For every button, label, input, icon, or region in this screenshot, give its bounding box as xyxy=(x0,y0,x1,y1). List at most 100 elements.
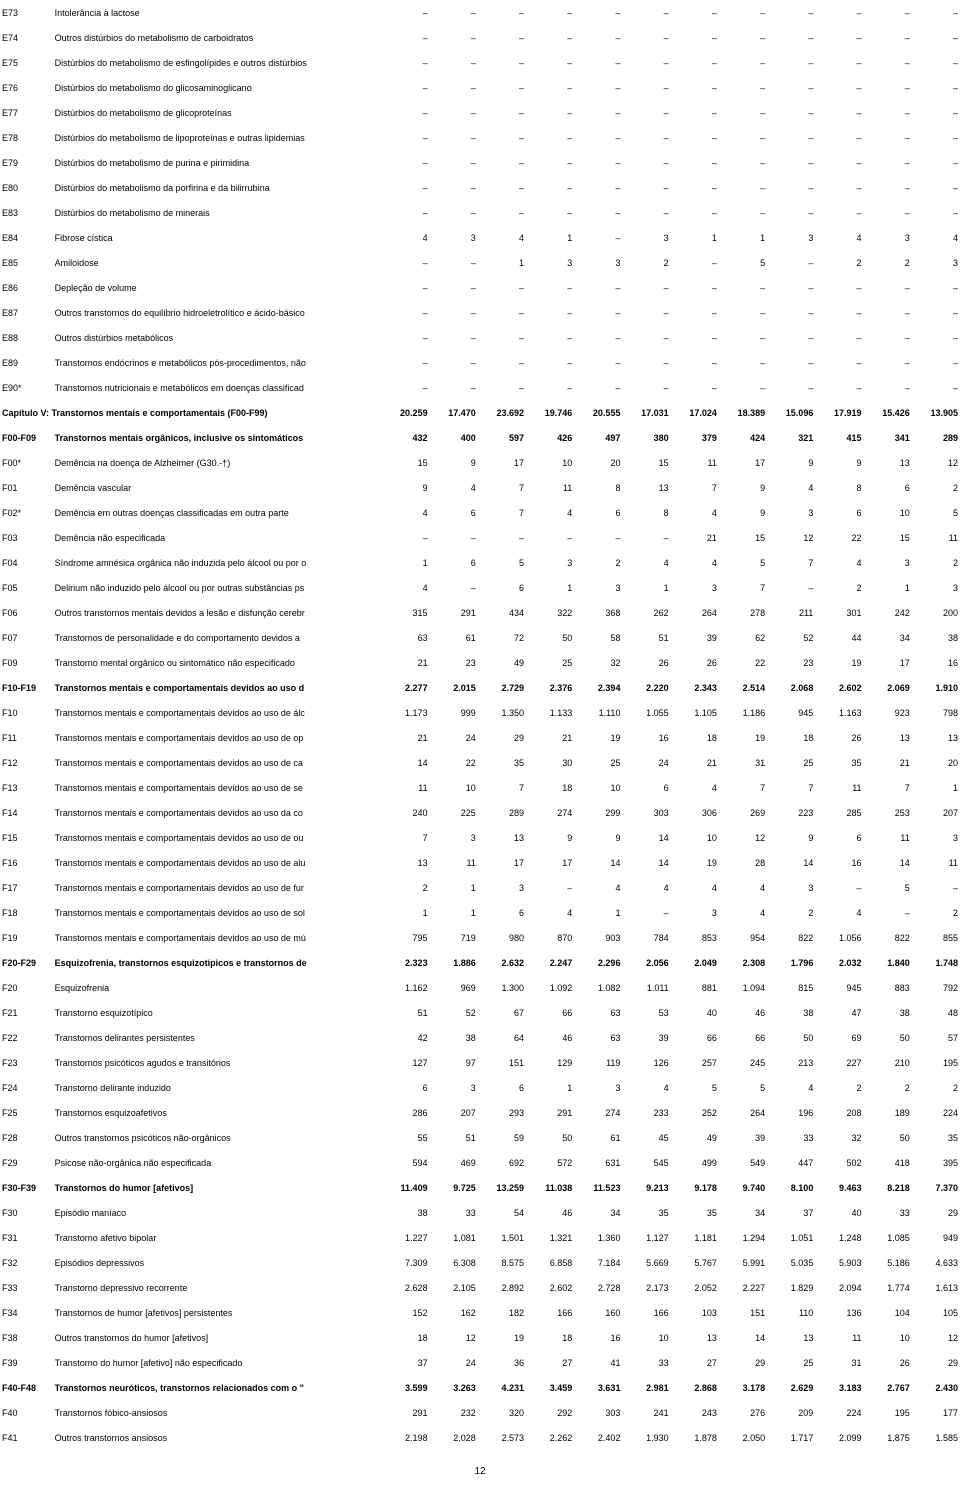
row-value: 23 xyxy=(430,650,478,675)
row-value: 12 xyxy=(719,825,767,850)
table-row: F03Demência não especificada––––––211512… xyxy=(0,525,960,550)
row-value: 20 xyxy=(912,750,960,775)
row-value: – xyxy=(671,75,719,100)
row-value: 3 xyxy=(526,550,574,575)
row-value: – xyxy=(671,125,719,150)
row-value: 207 xyxy=(430,1100,478,1125)
row-value: 4 xyxy=(671,500,719,525)
row-value: 11.038 xyxy=(526,1175,574,1200)
row-value: 29 xyxy=(719,1350,767,1375)
row-value: 64 xyxy=(478,1025,526,1050)
row-desc: Fibrose cística xyxy=(53,225,382,250)
row-value: 1 xyxy=(381,550,429,575)
row-value: 29 xyxy=(478,725,526,750)
row-code: E76 xyxy=(0,75,53,100)
row-code: E90* xyxy=(0,375,53,400)
row-value: 822 xyxy=(767,925,815,950)
row-desc: Transtorno afetivo bipolar xyxy=(53,1225,382,1250)
row-code: E83 xyxy=(0,200,53,225)
row-value: 29 xyxy=(912,1200,960,1225)
row-value: – xyxy=(381,100,429,125)
row-value: – xyxy=(430,200,478,225)
row-value: 1.163 xyxy=(815,700,863,725)
row-value: 418 xyxy=(864,1150,912,1175)
row-value: – xyxy=(864,125,912,150)
row-value: 195 xyxy=(912,1050,960,1075)
row-value: 32 xyxy=(815,1125,863,1150)
row-value: 33 xyxy=(767,1125,815,1150)
row-value: – xyxy=(912,175,960,200)
row-value: 16 xyxy=(815,850,863,875)
row-value: 35 xyxy=(815,750,863,775)
row-value: 15 xyxy=(381,450,429,475)
row-value: 53 xyxy=(622,1000,670,1025)
row-value: 35 xyxy=(912,1125,960,1150)
table-row: F28Outros transtornos psicóticos não-org… xyxy=(0,1125,960,1150)
row-code: F18 xyxy=(0,900,53,925)
row-value: 2.028 xyxy=(430,1425,478,1450)
row-value: – xyxy=(430,75,478,100)
row-value: 21 xyxy=(381,650,429,675)
row-value: 19.746 xyxy=(526,400,574,425)
table-row: F39Transtorno do humor [afetivo] não esp… xyxy=(0,1350,960,1375)
row-desc: Síndrome amnésica orgânica não induzida … xyxy=(53,550,382,575)
row-value: 38 xyxy=(864,1000,912,1025)
row-value: 2 xyxy=(815,575,863,600)
row-desc: Transtornos mentais e comportamentais de… xyxy=(53,850,382,875)
row-value: 66 xyxy=(671,1025,719,1050)
row-value: 105 xyxy=(912,1300,960,1325)
row-value: 631 xyxy=(574,1150,622,1175)
row-value: – xyxy=(478,25,526,50)
row-value: 286 xyxy=(381,1100,429,1125)
row-value: 2.629 xyxy=(767,1375,815,1400)
row-value: 903 xyxy=(574,925,622,950)
row-value: – xyxy=(478,150,526,175)
table-row: F04Síndrome amnésica orgânica não induzi… xyxy=(0,550,960,575)
row-value: 3.263 xyxy=(430,1375,478,1400)
row-value: 3.178 xyxy=(719,1375,767,1400)
row-value: 19 xyxy=(719,725,767,750)
row-code: F11 xyxy=(0,725,53,750)
row-value: 2.632 xyxy=(478,950,526,975)
row-value: 945 xyxy=(815,975,863,1000)
row-value: 3 xyxy=(574,575,622,600)
row-value: 10 xyxy=(574,775,622,800)
row-value: 62 xyxy=(719,625,767,650)
row-value: 3 xyxy=(864,225,912,250)
row-value: – xyxy=(478,200,526,225)
row-value: 33 xyxy=(622,1350,670,1375)
row-value: 2 xyxy=(912,550,960,575)
row-value: 2 xyxy=(912,475,960,500)
row-value: 2.343 xyxy=(671,675,719,700)
row-value: 2.069 xyxy=(864,675,912,700)
row-value: 1.829 xyxy=(767,1275,815,1300)
row-value: 4 xyxy=(912,225,960,250)
row-value: – xyxy=(767,575,815,600)
row-desc: Outros distúrbios metabólicos xyxy=(53,325,382,350)
row-value: 285 xyxy=(815,800,863,825)
row-value: 35 xyxy=(478,750,526,775)
row-value: 63 xyxy=(381,625,429,650)
row-value: – xyxy=(526,275,574,300)
row-value: 2.220 xyxy=(622,675,670,700)
row-value: 110 xyxy=(767,1300,815,1325)
row-value: 11 xyxy=(526,475,574,500)
table-row: F30Episódio maníaco383354463435353437403… xyxy=(0,1200,960,1225)
row-value: 999 xyxy=(430,700,478,725)
row-desc: Transtornos mentais e comportamentais de… xyxy=(53,725,382,750)
row-value: 3 xyxy=(526,250,574,275)
row-value: 11 xyxy=(430,850,478,875)
row-value: 26 xyxy=(671,650,719,675)
row-value: 11 xyxy=(381,775,429,800)
row-value: 7 xyxy=(478,475,526,500)
row-value: 572 xyxy=(526,1150,574,1175)
row-value: – xyxy=(622,100,670,125)
row-value: 1.774 xyxy=(864,1275,912,1300)
row-desc: Transtornos neuróticos, transtornos rela… xyxy=(53,1375,382,1400)
row-value: 2.981 xyxy=(622,1375,670,1400)
row-value: 37 xyxy=(381,1350,429,1375)
row-value: 5 xyxy=(912,500,960,525)
row-code: F24 xyxy=(0,1075,53,1100)
row-value: 798 xyxy=(912,700,960,725)
row-value: 245 xyxy=(719,1050,767,1075)
